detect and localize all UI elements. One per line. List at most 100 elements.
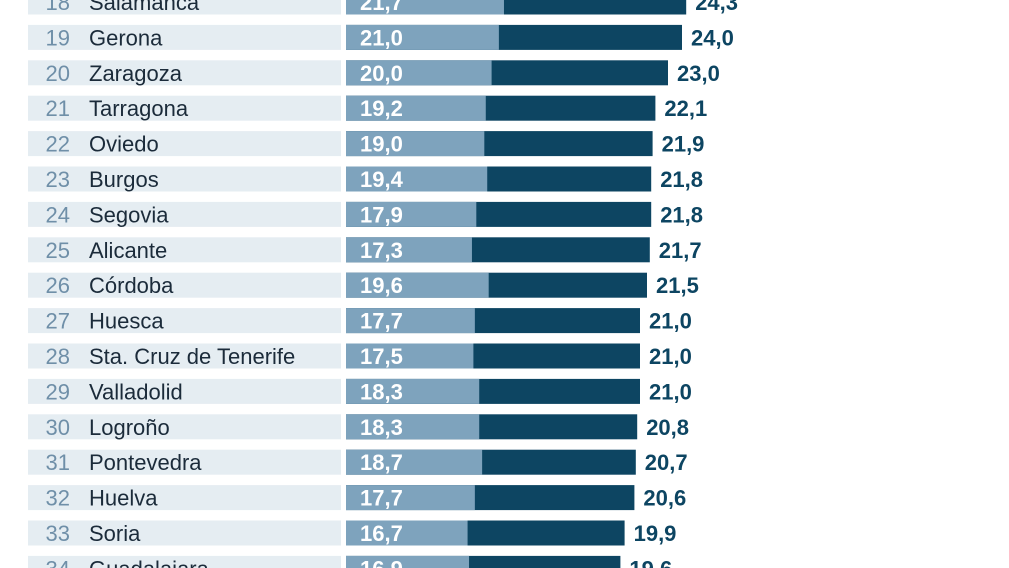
dark-bar-value-label: 24,3 (695, 0, 738, 15)
light-bar-value-label: 17,3 (360, 238, 403, 263)
bar-row: 22 Oviedo 19,0 21,9 (28, 131, 704, 157)
rank-label: 24 (46, 202, 70, 227)
dark-bar-value-label: 20,7 (645, 450, 688, 475)
light-bar-value-label: 19,0 (360, 132, 403, 157)
rank-label: 30 (46, 415, 70, 440)
bar-row: 27 Huesca 17,7 21,0 (28, 308, 692, 334)
light-bar-value-label: 16,7 (360, 521, 403, 546)
bar-row: 29 Valladolid 18,3 21,0 (28, 378, 692, 404)
category-label: Oviedo (89, 132, 159, 157)
light-bar (346, 60, 492, 86)
rank-label: 28 (46, 344, 70, 369)
bar-row: 31 Pontevedra 18,7 20,7 (28, 449, 688, 475)
row-background (28, 272, 341, 298)
light-bar-value-label: 18,3 (360, 415, 403, 440)
category-label: Segovia (89, 202, 169, 227)
rank-label: 32 (46, 486, 70, 511)
row-background (28, 237, 341, 263)
rank-label: 27 (46, 309, 70, 334)
bar-row: 30 Logroño 18,3 20,8 (28, 414, 689, 440)
light-bar-value-label: 21,7 (360, 0, 403, 15)
dark-bar-value-label: 21,7 (659, 238, 702, 263)
category-label: Pontevedra (89, 450, 202, 475)
dark-bar-value-label: 19,6 (629, 556, 672, 568)
light-bar-value-label: 19,4 (360, 167, 404, 192)
bar-row: 18 Salamanca 21,7 24,3 (28, 0, 738, 15)
category-label: Zaragoza (89, 61, 183, 86)
rank-label: 29 (46, 379, 70, 404)
light-bar-value-label: 17,5 (360, 344, 403, 369)
category-label: Huesca (89, 309, 164, 334)
dark-bar-value-label: 21,9 (662, 132, 705, 157)
row-background (28, 555, 341, 568)
row-background (28, 0, 341, 15)
dark-bar-value-label: 20,6 (643, 486, 686, 511)
category-label: Valladolid (89, 379, 183, 404)
light-bar-value-label: 18,7 (360, 450, 403, 475)
rank-label: 25 (46, 238, 70, 263)
bar-row: 21 Tarragona 19,2 22,1 (28, 95, 707, 121)
rank-label: 23 (46, 167, 70, 192)
category-label: Gerona (89, 25, 163, 50)
row-background (28, 308, 341, 334)
rank-label: 20 (46, 61, 70, 86)
dark-bar-value-label: 24,0 (691, 25, 734, 50)
rank-label: 34 (46, 556, 70, 568)
light-bar (346, 520, 468, 546)
light-bar (346, 414, 480, 440)
dark-bar-value-label: 21,0 (649, 379, 692, 404)
category-label: Córdoba (89, 273, 174, 298)
light-bar-value-label: 19,2 (360, 96, 403, 121)
light-bar-value-label: 17,7 (360, 309, 403, 334)
light-bar (346, 166, 488, 192)
light-bar (346, 343, 474, 369)
bar-row: 20 Zaragoza 20,0 23,0 (28, 60, 720, 86)
row-background (28, 131, 341, 157)
light-bar (346, 24, 499, 50)
light-bar (346, 0, 504, 15)
dark-bar-value-label: 21,8 (660, 202, 703, 227)
row-background (28, 378, 341, 404)
category-label: Alicante (89, 238, 167, 263)
row-background (28, 520, 341, 546)
light-bar (346, 308, 475, 334)
bar-row: 32 Huelva 17,7 20,6 (28, 485, 686, 511)
row-background (28, 60, 341, 86)
row-background (28, 449, 341, 475)
light-bar (346, 272, 489, 298)
dark-bar-value-label: 22,1 (664, 96, 707, 121)
category-label: Sta. Cruz de Tenerife (89, 344, 295, 369)
light-bar (346, 378, 480, 404)
light-bar-value-label: 20,0 (360, 61, 403, 86)
light-bar-value-label: 17,7 (360, 486, 403, 511)
light-bar (346, 95, 486, 121)
bar-row: 34 Guadalajara 16,9 19,6 (28, 555, 672, 568)
light-bar (346, 449, 483, 475)
row-background (28, 95, 341, 121)
rank-label: 22 (46, 132, 70, 157)
row-background (28, 414, 341, 440)
light-bar-value-label: 18,3 (360, 379, 403, 404)
dark-bar-value-label: 21,0 (649, 309, 692, 334)
dark-bar-value-label: 21,8 (660, 167, 703, 192)
rank-label: 21 (46, 96, 70, 121)
bar-row: 25 Alicante 17,3 21,7 (28, 237, 702, 263)
bar-row: 19 Gerona 21,0 24,0 (28, 24, 734, 50)
category-label: Salamanca (89, 0, 200, 15)
light-bar (346, 485, 475, 511)
bar-row: 33 Soria 16,7 19,9 (28, 520, 677, 546)
light-bar (346, 131, 485, 157)
dark-bar-value-label: 23,0 (677, 61, 720, 86)
category-label: Logroño (89, 415, 170, 440)
dark-bar-value-label: 19,9 (634, 521, 677, 546)
dark-bar-value-label: 21,0 (649, 344, 692, 369)
dark-bar-value-label: 20,8 (646, 415, 689, 440)
bar-row: 26 Córdoba 19,6 21,5 (28, 272, 699, 298)
rank-label: 26 (46, 273, 70, 298)
rank-label: 33 (46, 521, 70, 546)
light-bar-value-label: 19,6 (360, 273, 403, 298)
light-bar-value-label: 16,9 (360, 556, 403, 568)
bar-row: 24 Segovia 17,9 21,8 (28, 201, 703, 227)
row-background (28, 24, 341, 50)
